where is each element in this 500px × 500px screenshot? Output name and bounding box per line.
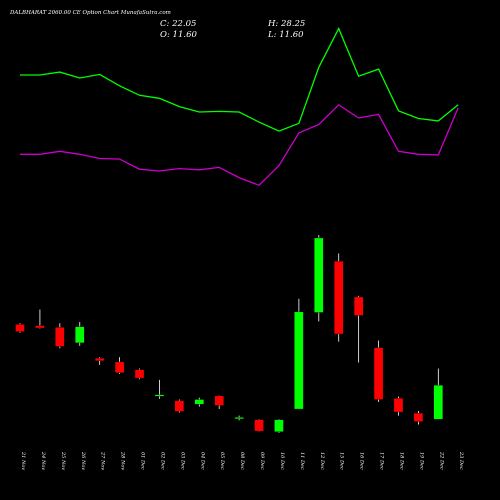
- x-tick-label: 15 Dec: [339, 452, 345, 470]
- x-tick-label: 22 Dec: [438, 451, 444, 470]
- candle: [35, 309, 45, 329]
- chart-title: DALBHARAT 2060.00 CE Option Chart Munafa…: [9, 10, 171, 16]
- candle-body-down: [55, 327, 65, 347]
- candle: [353, 295, 364, 363]
- candle-body-down: [134, 369, 145, 379]
- x-tick-label: 18 Dec: [398, 452, 404, 470]
- candle-body-up: [194, 399, 204, 405]
- close-label: C:: [160, 19, 170, 29]
- candle: [294, 298, 304, 410]
- candle: [134, 368, 145, 380]
- open-value: 11.60: [173, 30, 198, 40]
- x-tick-label: 02 Dec: [159, 452, 165, 470]
- candle-body-down: [393, 398, 404, 413]
- x-tick-label: 21 Nov: [20, 451, 26, 470]
- candle-body-down: [114, 361, 125, 373]
- high-label: H:: [267, 19, 278, 29]
- x-tick-label: 24 Nov: [40, 451, 46, 470]
- candle: [314, 235, 324, 322]
- candle: [334, 253, 344, 342]
- candle-body-down: [15, 324, 25, 332]
- candle: [393, 396, 404, 416]
- svg-text:O: 11.60: O: 11.60: [160, 30, 197, 40]
- candle: [373, 340, 384, 402]
- x-tick-label: 01 Dec: [140, 452, 146, 470]
- candle: [95, 357, 105, 365]
- candle: [254, 419, 264, 432]
- x-tick-label: 08 Dec: [239, 452, 245, 470]
- candle: [234, 415, 244, 421]
- x-tick-label: 23 Dec: [458, 451, 464, 470]
- x-tick-label: 19 Dec: [418, 452, 424, 470]
- candle-body-up: [75, 326, 85, 344]
- candle-body-down: [254, 419, 264, 432]
- lower-band-line: [20, 103, 459, 187]
- candlesticks: [15, 235, 443, 433]
- candle: [55, 323, 65, 349]
- x-tick-label: 05 Dec: [219, 452, 225, 470]
- candle-body-down: [373, 347, 384, 400]
- candle: [433, 368, 443, 420]
- x-tick-label: 26 Nov: [80, 451, 86, 470]
- open-label: O:: [160, 30, 170, 40]
- candle: [413, 410, 424, 425]
- upper-band-line: [20, 27, 459, 132]
- candle: [274, 419, 284, 433]
- x-tick-label: 28 Nov: [120, 451, 126, 470]
- candle-body-up: [274, 419, 284, 432]
- candle: [154, 379, 165, 399]
- candle-body-up: [154, 394, 165, 397]
- candle: [174, 399, 185, 413]
- candle: [15, 323, 25, 333]
- close-value: 22.05: [171, 19, 196, 29]
- x-tick-label: 09 Dec: [259, 452, 265, 470]
- x-tick-label: 12 Dec: [319, 452, 325, 470]
- low-label: L:: [267, 30, 277, 40]
- band-lines: [20, 27, 459, 187]
- x-axis-labels: 21 Nov 24 Nov 25 Nov 26 Nov 27 Nov 28 Nov 01 D…: [20, 451, 464, 470]
- low-value: 11.60: [279, 30, 304, 40]
- candle-body-down: [334, 261, 344, 335]
- candle-body-up: [433, 385, 443, 420]
- candle: [194, 397, 204, 407]
- svg-text:H: 28.25: H: 28.25: [267, 19, 305, 29]
- x-tick-label: 11 Dec: [299, 452, 305, 470]
- high-value: 28.25: [280, 19, 305, 29]
- x-tick-label: 10 Dec: [279, 452, 285, 470]
- svg-text:L: 11.60: L: 11.60: [267, 30, 304, 40]
- candle-body-down: [95, 358, 105, 361]
- x-tick-label: 25 Nov: [60, 451, 66, 470]
- candle: [75, 322, 85, 346]
- ohlc-readout: C: 22.05 H: 28.25 O: 11.60 L: 11.60: [160, 19, 305, 40]
- x-tick-label: 17 Dec: [379, 452, 385, 470]
- candle-body-down: [35, 325, 45, 329]
- x-tick-label: 16 Dec: [359, 452, 365, 470]
- candle-body-down: [214, 395, 224, 406]
- x-tick-label: 04 Dec: [199, 452, 205, 470]
- candle: [114, 357, 125, 374]
- x-tick-label: 03 Dec: [179, 452, 185, 470]
- svg-text:C: 22.05: C: 22.05: [160, 19, 196, 29]
- x-tick-label: 27 Nov: [100, 451, 106, 470]
- candle-body-up: [314, 237, 324, 313]
- candle-body-up: [234, 417, 244, 420]
- candle-body-down: [174, 400, 185, 412]
- candle: [214, 395, 224, 410]
- candle-body-down: [353, 296, 364, 316]
- candle-body-up: [294, 311, 304, 410]
- candle-body-down: [413, 413, 424, 422]
